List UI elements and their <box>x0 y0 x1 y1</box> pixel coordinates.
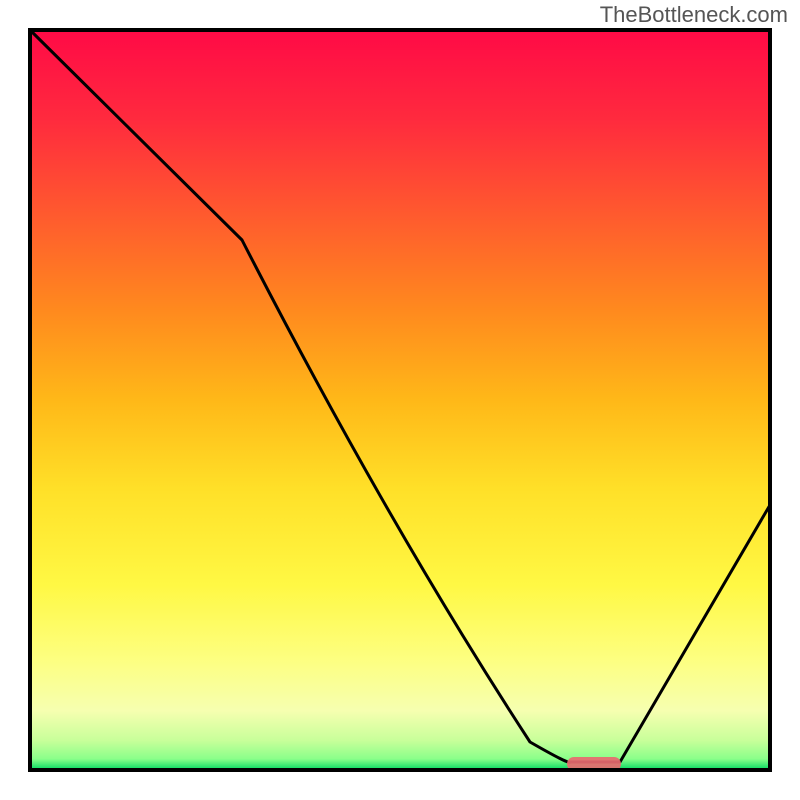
chart-canvas: TheBottleneck.com <box>0 0 800 800</box>
watermark-text: TheBottleneck.com <box>600 2 788 28</box>
bottleneck-chart <box>0 0 800 800</box>
